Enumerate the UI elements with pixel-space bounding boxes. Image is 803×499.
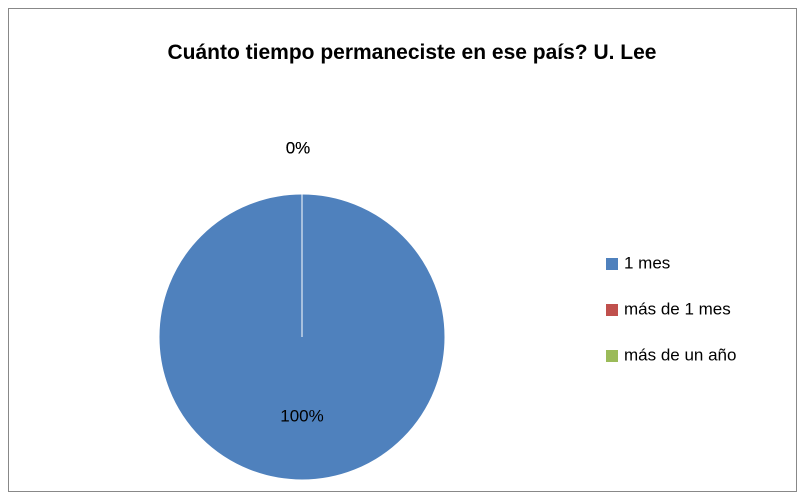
legend-swatch <box>606 304 618 316</box>
data-label: 100% <box>280 407 323 426</box>
legend-label: más de un año <box>624 345 736 364</box>
legend-swatch <box>606 350 618 362</box>
legend-label: 1 mes <box>624 253 670 272</box>
legend-label: más de 1 mes <box>624 299 731 318</box>
chart-title: Cuánto tiempo permaneciste en ese país? … <box>167 41 657 64</box>
legend-swatch <box>606 258 618 270</box>
data-label: 0% <box>286 138 311 157</box>
data-label: 0% <box>286 138 311 157</box>
